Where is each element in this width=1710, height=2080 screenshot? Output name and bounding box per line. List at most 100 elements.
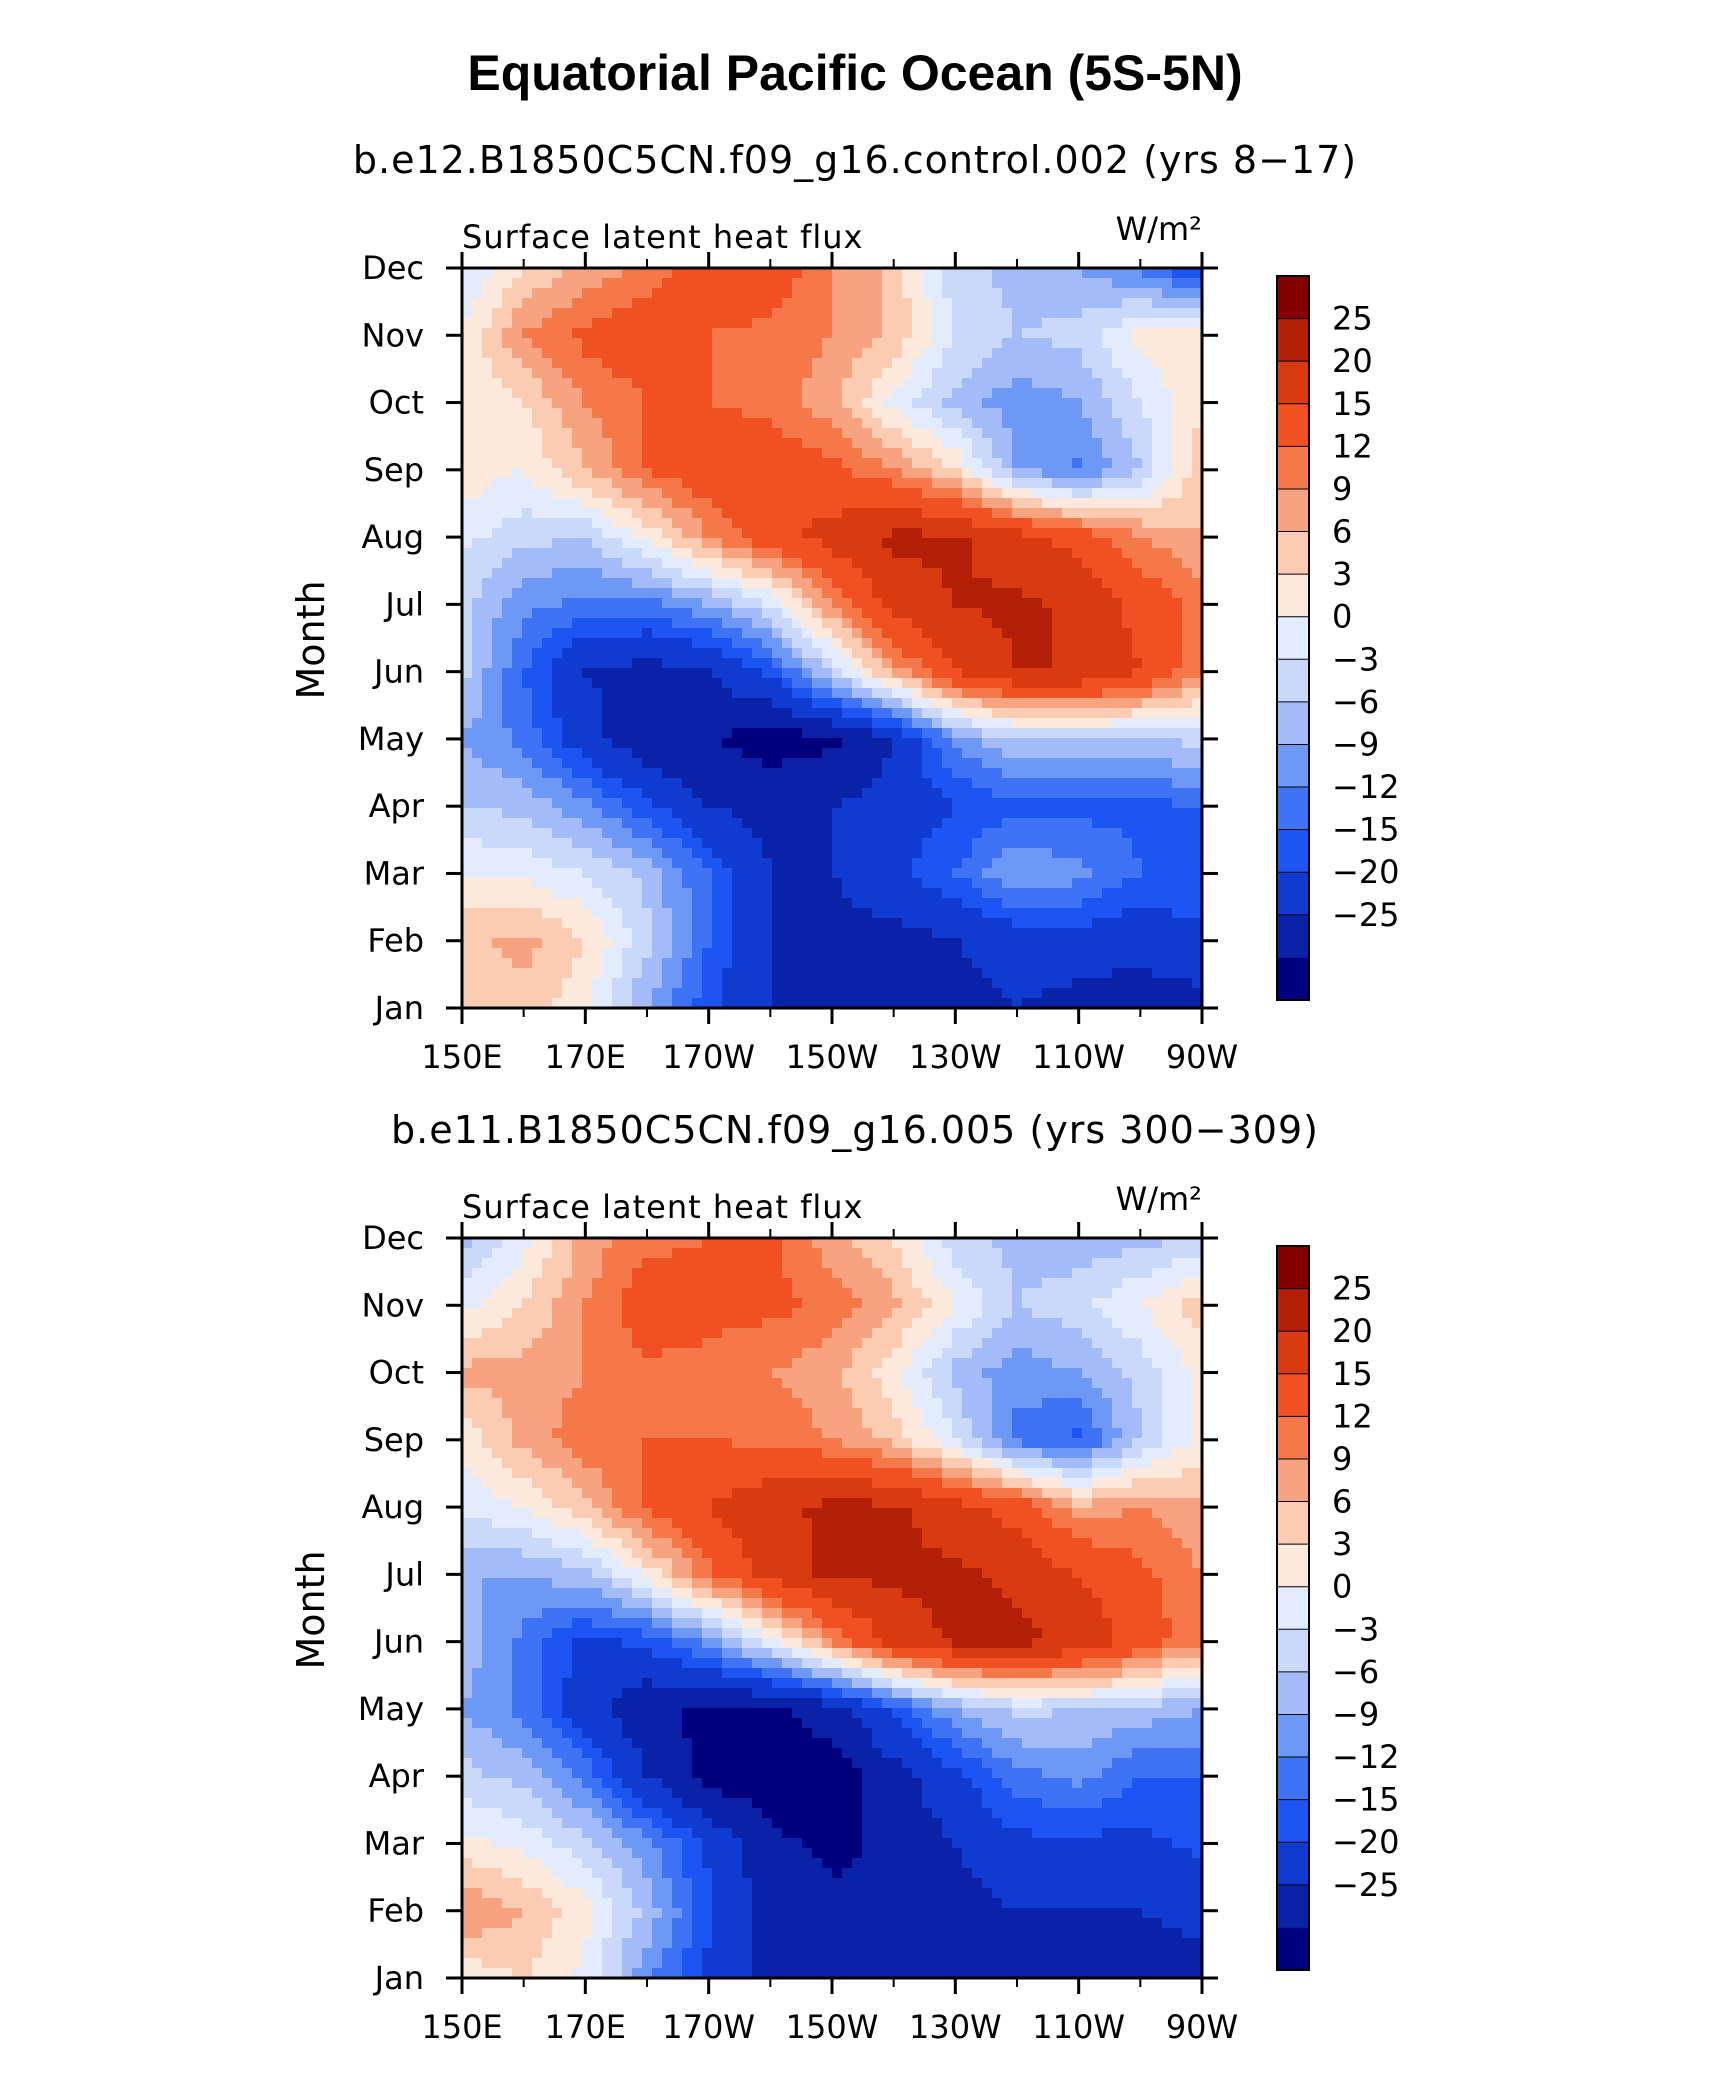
heatmap-cell [1012,888,1023,899]
heatmap-cell [1112,608,1123,619]
heatmap-cell [772,888,783,899]
heatmap-cell [812,588,823,599]
heatmap-cell [1142,578,1153,589]
heatmap-cell [462,638,473,649]
heatmap-cell [892,448,903,459]
heatmap-cell [472,598,483,609]
heatmap-cell [562,668,573,679]
heatmap-cell [562,588,573,599]
heatmap-cell [552,818,563,829]
heatmap-cell [962,848,973,859]
heatmap-cell [612,288,623,299]
heatmap-cell [1182,788,1193,799]
heatmap-cell [802,738,813,749]
heatmap-cell [492,538,503,549]
heatmap-cell [722,448,733,459]
heatmap-cell [1152,478,1163,489]
heatmap-cell [832,488,843,499]
heatmap-cell [1022,778,1033,789]
heatmap-cell [482,358,493,369]
heatmap-cell [722,828,733,839]
heatmap-cell [672,338,683,349]
heatmap-cell [462,888,473,899]
heatmap-cell [582,598,593,609]
heatmap-cell [1102,328,1113,339]
heatmap-cell [962,788,973,799]
heatmap-cell [542,908,553,919]
heatmap-cell [902,628,913,639]
heatmap-cell [552,498,563,509]
heatmap-cell [742,538,753,549]
heatmap-cell [542,528,553,539]
heatmap-cell [852,868,863,879]
heatmap-cell [1012,868,1023,879]
heatmap-cell [712,908,723,919]
heatmap-cell [632,638,643,649]
heatmap-cell [952,628,963,639]
heatmap-cell [502,378,513,389]
heatmap-cell [932,298,943,309]
heatmap-cell [752,528,763,539]
heatmap-cell [662,328,673,339]
heatmap-cell [822,378,833,389]
heatmap-cell [842,638,853,649]
heatmap-cell [602,648,613,659]
heatmap-cell [852,428,863,439]
heatmap-cell [532,878,543,889]
heatmap-cell [982,698,993,709]
heatmap-cell [572,698,583,709]
heatmap-cell [782,488,793,499]
heatmap-cell [522,878,533,889]
heatmap-cell [1172,538,1183,549]
heatmap-cell [1022,668,1033,679]
heatmap-cell [712,898,723,909]
heatmap-cell [1192,928,1203,939]
heatmap-cell [1012,748,1023,759]
heatmap-cell [1112,838,1123,849]
heatmap-cell [792,648,803,659]
heatmap-cell [542,898,553,909]
heatmap-cell [912,618,923,629]
heatmap-cell [752,278,763,289]
heatmap-cell [1032,418,1043,429]
heatmap-cell [612,708,623,719]
heatmap-cell [1062,898,1073,909]
heatmap-cell [932,278,943,289]
heatmap-cell [1132,748,1143,759]
heatmap-cell [592,648,603,659]
heatmap-cell [1072,758,1083,769]
heatmap-cell [622,668,633,679]
heatmap-cell [832,448,843,459]
heatmap-cell [1132,348,1143,359]
heatmap-cell [892,328,903,339]
heatmap-cell [542,678,553,689]
heatmap-cell [952,278,963,289]
heatmap-cell [1102,918,1113,929]
heatmap-cell [832,338,843,349]
heatmap-cell [672,908,683,919]
heatmap-cell [692,308,703,319]
heatmap-cell [852,458,863,469]
heatmap-cell [712,618,723,629]
heatmap-cell [582,768,593,779]
heatmap-cell [1042,678,1053,689]
heatmap-cell [932,888,943,899]
heatmap-cell [642,738,653,749]
heatmap-cell [762,848,773,859]
heatmap-cell [972,338,983,349]
heatmap-cell [712,598,723,609]
heatmap-cell [852,908,863,919]
heatmap-cell [632,798,643,809]
heatmap-cell [682,608,693,619]
heatmap-cell [592,768,603,779]
heatmap-cell [462,558,473,569]
heatmap-cell [482,728,493,739]
heatmap-cell [1162,408,1173,419]
heatmap-cell [912,598,923,609]
heatmap-cell [462,508,473,519]
heatmap-cell [542,448,553,459]
heatmap-cell [552,328,563,339]
heatmap-cell [582,298,593,309]
heatmap-cell [862,508,873,519]
heatmap-cell [762,498,773,509]
